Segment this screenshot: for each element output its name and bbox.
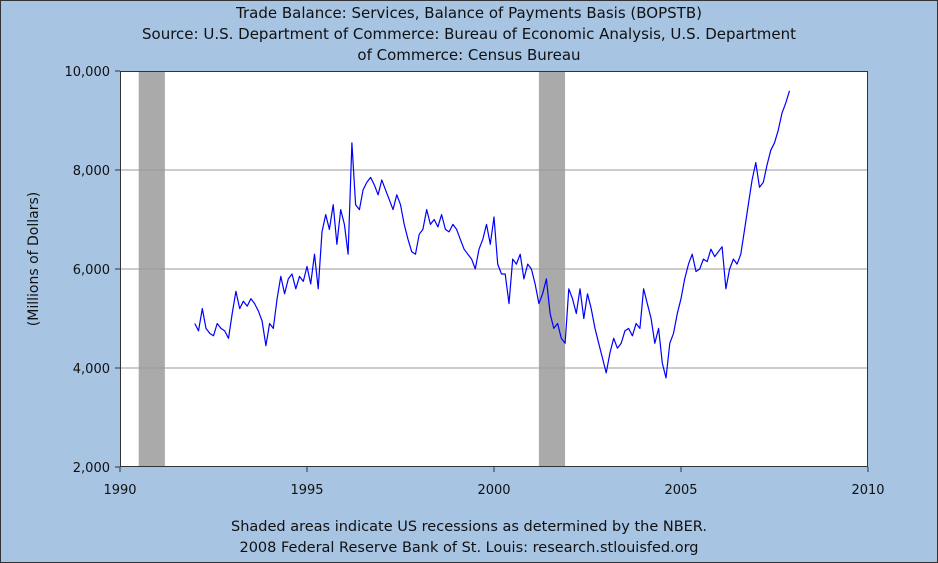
x-tick-label-1: 1995 [290, 483, 323, 498]
series-layer [194, 90, 791, 379]
y-axis-label: (Millions of Dollars) [26, 192, 42, 326]
chart-title: Trade Balance: Services, Balance of Paym… [236, 4, 702, 22]
x-axis: 1990 1995 2000 2005 2010 [103, 467, 885, 498]
plot-border [120, 71, 868, 467]
y-tick-label-2: 6,000 [73, 263, 110, 278]
y-tick-label-3: 8,000 [73, 164, 110, 179]
y-tick-label-0: 2,000 [73, 461, 110, 476]
chart-source-line-1: Source: U.S. Department of Commerce: Bur… [142, 25, 796, 43]
y-axis: 2,000 4,000 6,000 8,000 10,000 [65, 65, 120, 476]
x-tick-label-2: 2000 [477, 483, 510, 498]
footer-credit: 2008 Federal Reserve Bank of St. Louis: … [239, 540, 699, 556]
x-tick-label-3: 2005 [664, 483, 697, 498]
chart-source-line-2: of Commerce: Census Bureau [357, 46, 581, 64]
x-tick-label-0: 1990 [103, 483, 136, 498]
footer-note: Shaded areas indicate US recessions as d… [231, 519, 707, 535]
x-tick-label-4: 2010 [851, 483, 884, 498]
y-tick-label-1: 4,000 [73, 362, 110, 377]
gridlines [120, 169, 868, 369]
y-tick-label-4: 10,000 [65, 65, 111, 80]
series-line-0 [194, 90, 791, 379]
